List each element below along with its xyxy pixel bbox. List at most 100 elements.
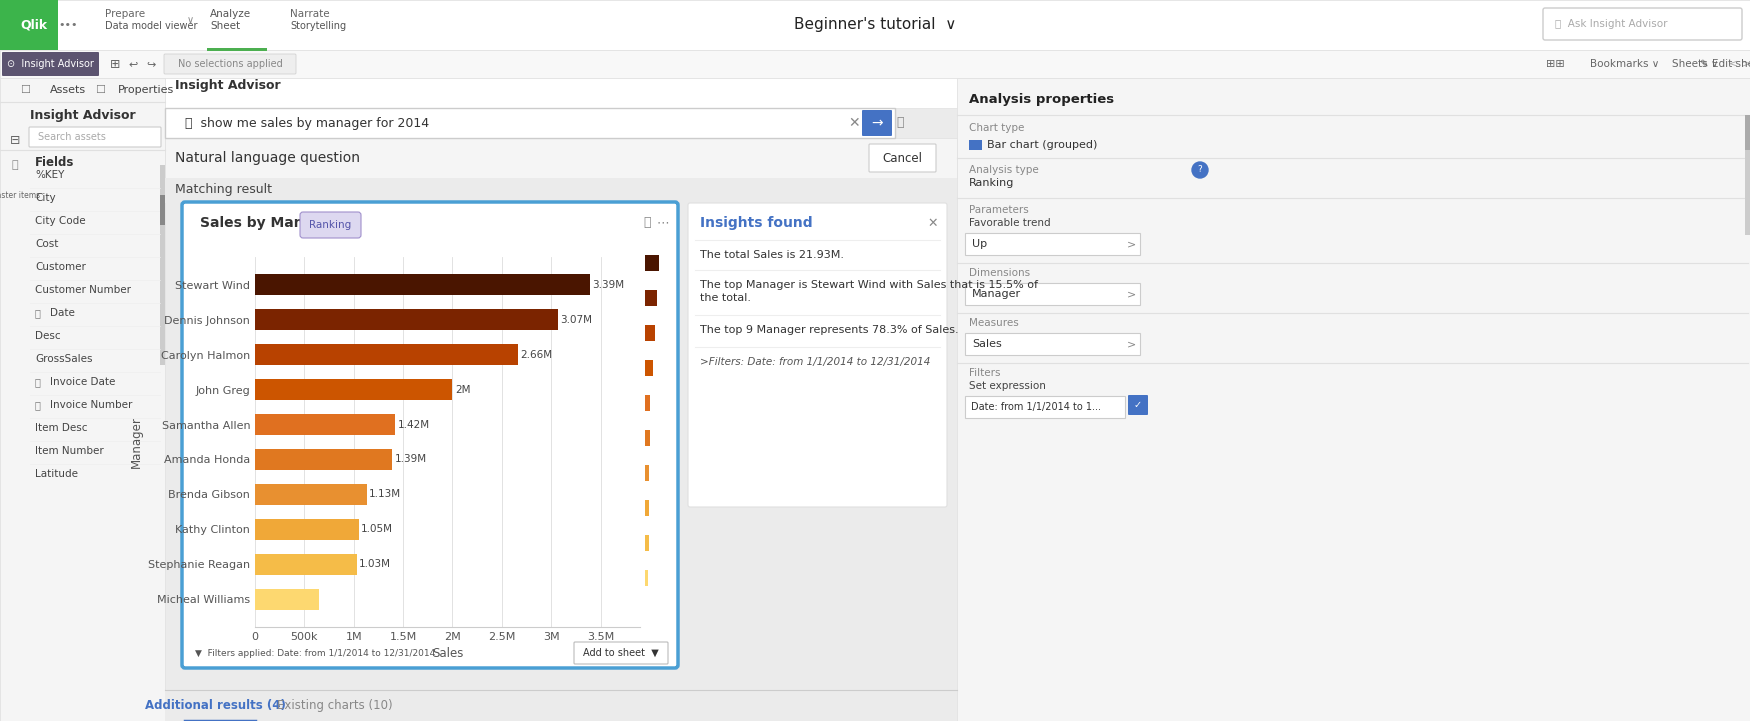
Text: >: >	[1127, 339, 1138, 349]
Text: >: >	[1127, 239, 1138, 249]
Text: The top 9 Manager represents 78.3% of Sales.: The top 9 Manager represents 78.3% of Sa…	[700, 325, 959, 335]
Text: < >: < >	[1729, 59, 1750, 69]
Bar	[255, 554, 357, 575]
Text: 🔗: 🔗	[12, 160, 18, 170]
Text: City: City	[35, 193, 56, 203]
FancyBboxPatch shape	[2, 52, 100, 76]
Text: >Filters: Date: from 1/1/2014 to 12/31/2014: >Filters: Date: from 1/1/2014 to 12/31/2…	[700, 357, 931, 367]
Text: Add to sheet  ▼: Add to sheet ▼	[583, 648, 658, 658]
Text: ↩: ↩	[128, 59, 138, 69]
Circle shape	[1192, 162, 1207, 178]
Text: The top Manager is Stewart Wind with Sales that is 15.5% of: The top Manager is Stewart Wind with Sal…	[700, 280, 1038, 290]
Text: Sheets ∨: Sheets ∨	[1671, 59, 1718, 69]
Text: Search assets: Search assets	[38, 132, 107, 142]
Bar	[1745, 115, 1750, 150]
Bar	[255, 588, 318, 610]
Text: Analysis properties: Analysis properties	[970, 94, 1115, 107]
Text: Prepare: Prepare	[105, 9, 145, 19]
Text: Analyze: Analyze	[210, 9, 252, 19]
Bar	[0, 0, 1750, 50]
Bar	[646, 395, 649, 411]
FancyBboxPatch shape	[863, 110, 892, 136]
Text: Properties: Properties	[117, 85, 175, 95]
Text: 1.13M: 1.13M	[369, 490, 401, 500]
Text: Desc: Desc	[35, 331, 61, 341]
Bar	[255, 274, 590, 296]
Bar	[964, 283, 1139, 305]
Bar	[646, 325, 654, 341]
Text: Storytelling: Storytelling	[290, 21, 346, 31]
FancyBboxPatch shape	[299, 212, 360, 238]
Text: Date: from 1/1/2014 to 1...: Date: from 1/1/2014 to 1...	[971, 402, 1101, 412]
Bar	[646, 255, 660, 271]
Bar	[255, 309, 558, 330]
Text: Master items: Master items	[0, 190, 40, 200]
Text: Chart type: Chart type	[970, 123, 1024, 133]
FancyBboxPatch shape	[574, 642, 668, 664]
Bar	[646, 535, 649, 551]
Bar	[164, 138, 957, 178]
Text: Parameters: Parameters	[970, 205, 1029, 215]
Text: ✕: ✕	[928, 216, 938, 229]
Text: Filters: Filters	[970, 368, 1001, 378]
Text: ☐: ☐	[19, 85, 30, 95]
Text: Customer Number: Customer Number	[35, 285, 131, 295]
Text: ☐: ☐	[94, 85, 105, 95]
Text: Manager: Manager	[971, 289, 1022, 299]
FancyBboxPatch shape	[164, 54, 296, 74]
Text: ⋯: ⋯	[656, 216, 668, 229]
Bar	[646, 570, 648, 586]
Bar	[255, 344, 518, 366]
Text: Measures: Measures	[970, 318, 1018, 328]
Text: Favorable trend: Favorable trend	[970, 218, 1050, 228]
Bar	[970, 140, 982, 150]
Bar	[255, 379, 453, 400]
Text: 3.39M: 3.39M	[592, 280, 625, 290]
Text: The total Sales is 21.93M.: The total Sales is 21.93M.	[700, 250, 844, 260]
Text: Bookmarks ∨: Bookmarks ∨	[1591, 59, 1659, 69]
Bar	[164, 108, 894, 138]
Text: ⊞⊞: ⊞⊞	[1545, 59, 1564, 69]
Bar	[0, 50, 1750, 78]
Bar	[1745, 115, 1750, 235]
Text: Cost: Cost	[35, 239, 58, 249]
Text: 1.05M: 1.05M	[360, 524, 394, 534]
Text: Item Number: Item Number	[35, 446, 103, 456]
Bar	[646, 360, 653, 376]
Text: Qlik: Qlik	[19, 19, 47, 32]
FancyBboxPatch shape	[30, 127, 161, 147]
Text: Analysis type: Analysis type	[970, 165, 1040, 175]
Text: ✕: ✕	[849, 116, 859, 130]
Text: ⊟: ⊟	[10, 133, 21, 146]
Bar	[164, 78, 957, 108]
Text: Sales: Sales	[971, 339, 1001, 349]
FancyBboxPatch shape	[688, 203, 947, 507]
Bar	[964, 396, 1125, 418]
FancyBboxPatch shape	[1544, 8, 1741, 40]
Text: Date: Date	[51, 308, 75, 318]
Text: 🎤: 🎤	[896, 117, 903, 130]
Text: Assets: Assets	[51, 85, 86, 95]
Text: 🔍  show me sales by manager for 2014: 🔍 show me sales by manager for 2014	[186, 117, 429, 130]
Bar	[646, 290, 656, 306]
Text: Insights found: Insights found	[700, 216, 812, 230]
Text: Natural language question: Natural language question	[175, 151, 360, 165]
Y-axis label: Manager: Manager	[130, 416, 142, 468]
Bar	[159, 165, 164, 365]
Text: Sales by Manager: Sales by Manager	[200, 216, 340, 230]
Text: Additional results (4): Additional results (4)	[145, 699, 285, 712]
Text: ✓: ✓	[1134, 400, 1143, 410]
Text: 📅: 📅	[35, 400, 40, 410]
Text: 📅: 📅	[35, 308, 40, 318]
Bar	[957, 78, 1750, 721]
Text: Set expression: Set expression	[970, 381, 1046, 391]
Bar	[164, 78, 957, 721]
Text: ⊙  Insight Advisor: ⊙ Insight Advisor	[7, 59, 93, 69]
Bar	[164, 690, 957, 721]
Text: ?: ?	[1197, 166, 1202, 174]
Text: the total.: the total.	[700, 293, 751, 303]
Text: Insight Advisor: Insight Advisor	[30, 108, 136, 122]
Bar	[159, 195, 164, 225]
FancyBboxPatch shape	[182, 202, 677, 668]
X-axis label: Sales: Sales	[432, 647, 464, 660]
